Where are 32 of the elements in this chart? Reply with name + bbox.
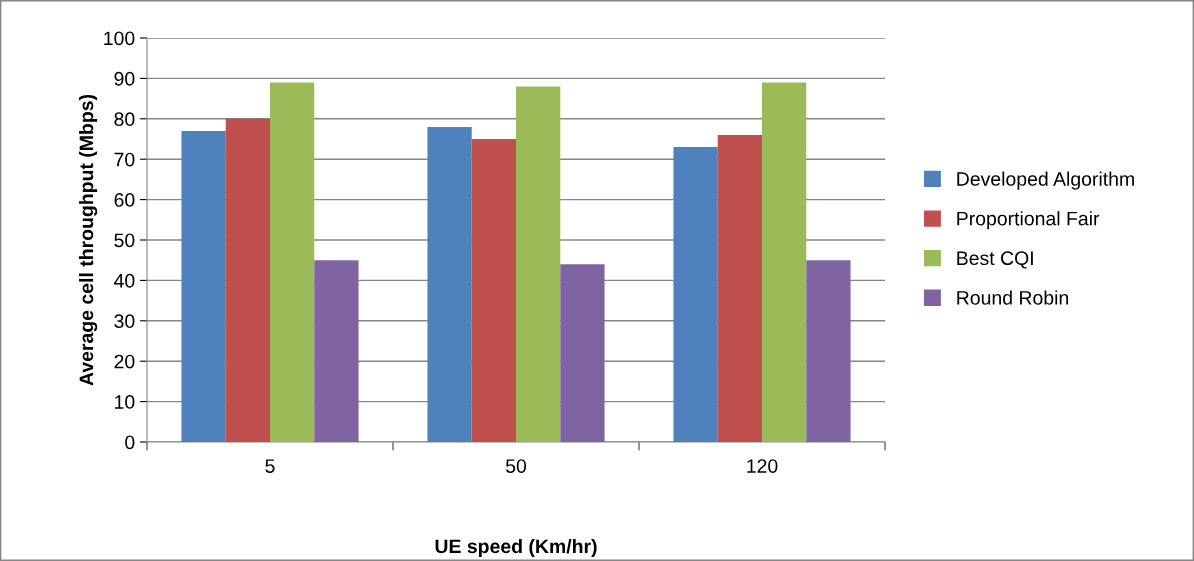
y-tick-label: 40 xyxy=(114,273,135,288)
bar xyxy=(427,126,472,442)
y-tick-label: 10 xyxy=(115,395,135,409)
legend-label: Proportional Fair xyxy=(957,211,1100,230)
bar xyxy=(314,260,359,442)
y-tick-label: 70 xyxy=(114,152,135,167)
y-tick-label: 30 xyxy=(114,314,135,329)
x-tick-label: 50 xyxy=(505,459,527,473)
bar xyxy=(762,82,807,442)
y-tick-label: 20 xyxy=(114,354,135,369)
legend-label: Best CQI xyxy=(957,251,1033,269)
legend-label: Round Robin xyxy=(957,290,1068,305)
y-tick-label: 50 xyxy=(114,233,135,248)
legend-label: Developed Algorithm xyxy=(957,171,1134,190)
x-axis-title: UE speed (Km/hr) xyxy=(435,538,597,558)
y-tick-label: 90 xyxy=(114,71,135,86)
y-axis-title: Average cell throughput (Mbps) xyxy=(78,94,98,386)
y-tick-label: 100 xyxy=(104,31,135,46)
bar xyxy=(225,118,270,442)
bar xyxy=(673,147,718,442)
bar xyxy=(717,134,762,442)
bar xyxy=(181,130,226,442)
bar xyxy=(560,264,605,442)
bar xyxy=(806,260,851,442)
bar xyxy=(516,86,561,442)
y-tick-label: 0 xyxy=(125,435,135,450)
x-tick-label: 120 xyxy=(747,459,778,473)
bar xyxy=(471,139,516,442)
x-tick-label: 5 xyxy=(265,459,275,473)
bar xyxy=(270,82,315,442)
y-tick-label: 60 xyxy=(114,193,135,207)
y-tick-label: 80 xyxy=(114,112,135,127)
